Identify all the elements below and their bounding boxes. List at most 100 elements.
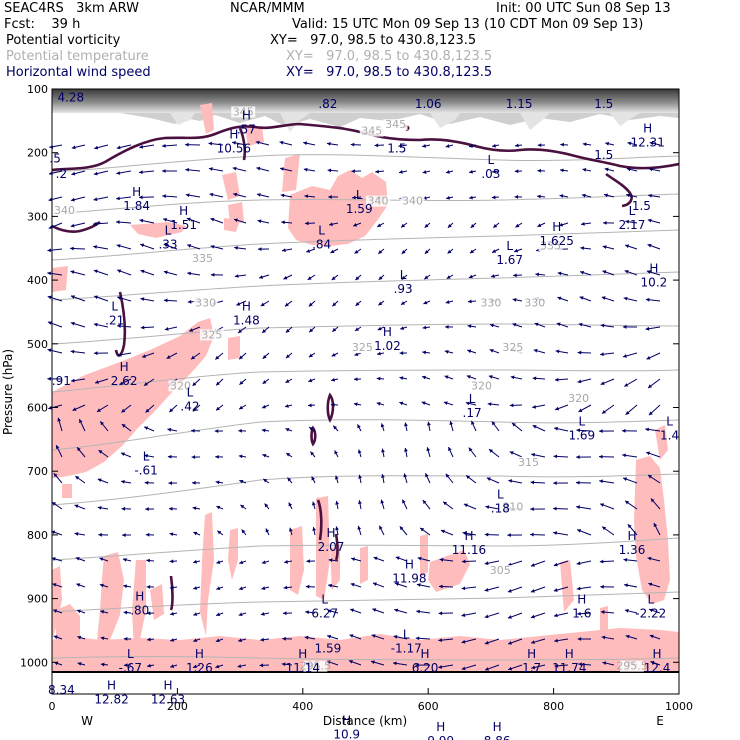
wind-vector-head	[649, 608, 653, 613]
wind-vector-head	[77, 447, 81, 452]
wind-vector-head	[305, 610, 309, 615]
wind-vector-head	[260, 637, 264, 642]
wind-vector-head	[448, 447, 452, 452]
wind-vector-head	[167, 454, 172, 459]
wind-vector-head	[139, 144, 144, 149]
wind-vector-head	[121, 479, 125, 484]
wind-vector-head	[239, 380, 244, 385]
model-title: SEAC4RS 3km ARW	[4, 1, 140, 16]
wind-vector-head	[94, 145, 99, 150]
wind-vector-head	[51, 530, 56, 535]
wind-vector-head	[392, 661, 397, 666]
wind-vector-head	[446, 170, 450, 174]
wind-vector-head	[624, 583, 628, 588]
wind-vector-head	[484, 588, 489, 592]
wind-vector-head	[393, 634, 398, 639]
extremum-value: .33	[158, 237, 177, 251]
wind-vector-head	[461, 613, 466, 617]
wind-vector-head	[350, 142, 355, 147]
wind-vector-head	[554, 377, 559, 382]
wind-vector-head	[47, 348, 52, 353]
extremum-value: .80	[130, 604, 149, 618]
wind-vector-head	[215, 454, 219, 459]
wind-vector-head	[582, 168, 587, 172]
wind-vector-head	[582, 142, 587, 147]
theta-label-bg	[350, 342, 375, 354]
wind-vector-head	[378, 250, 383, 254]
wind-vector-head	[121, 424, 126, 428]
wind-vector-head	[51, 557, 56, 561]
wind-vector-head	[97, 506, 102, 510]
extremum-mark: H	[493, 720, 502, 734]
wind-vectors	[47, 140, 661, 671]
extremum-value: 1.59	[315, 642, 342, 656]
extremum-mark: L	[187, 386, 194, 400]
wind-vector-head	[446, 275, 451, 279]
wind-vector-head	[623, 296, 628, 301]
wind-vector-head	[465, 401, 470, 406]
wind-vector-head	[417, 556, 422, 561]
field-name-wind: Horizontal wind speed	[6, 65, 151, 80]
wind-vector-head	[647, 243, 652, 248]
field-name-pv: Potential vorticity	[6, 33, 121, 48]
wind-vector-head	[208, 167, 213, 171]
wind-vector-head	[422, 170, 427, 174]
wind-vector-head	[287, 477, 292, 482]
wind-vector-head	[262, 453, 267, 458]
wind-vector-head	[283, 585, 288, 590]
extremum-mark: H	[163, 679, 172, 693]
wind-vector-head	[326, 660, 331, 665]
wind-vector-head	[447, 249, 452, 254]
wind-vector-head	[53, 635, 58, 639]
wind-vector-head	[306, 559, 310, 564]
wind-vector-head	[98, 450, 103, 454]
wind-vector-head	[648, 193, 652, 198]
wind-vector-head	[537, 168, 542, 173]
extremum-value: 10.56	[217, 142, 251, 156]
wind-vector-head	[234, 218, 238, 223]
wind-vector-head	[466, 375, 471, 379]
wind-vector-head	[467, 349, 472, 354]
field-name-theta: Potential temperature	[6, 49, 149, 64]
theta-label-bg	[478, 297, 503, 309]
x-axis-ticks: 0 200 400 600 800 1000	[49, 688, 693, 713]
wind-vector-head	[123, 663, 128, 668]
theta-label: 320	[170, 379, 191, 392]
wind-vector-head	[602, 661, 607, 665]
y-tick-label: 300	[27, 210, 48, 223]
wind-vector-head	[493, 223, 498, 228]
wind-vector-head	[239, 355, 244, 360]
wind-vector-head	[328, 558, 333, 563]
wind-vector-head	[120, 452, 125, 457]
theta-label-bg	[231, 106, 256, 118]
theta-label: 315	[518, 456, 539, 469]
wind-vector-head	[438, 611, 443, 616]
extremum-mark: L	[488, 153, 495, 167]
wind-vector-head	[239, 479, 244, 484]
wind-vector-head	[625, 500, 630, 505]
wind-vector-head	[532, 376, 537, 381]
init-time: Init: 00 UTC Sun 08 Sep 13	[496, 1, 671, 16]
wind-vector-head	[381, 448, 385, 453]
wind-vector-head	[461, 639, 466, 644]
wind-vector-head	[370, 660, 375, 665]
wind-vector-head	[449, 421, 454, 425]
wind-vector-head	[140, 297, 145, 301]
theta-label-bg	[488, 565, 513, 577]
wind-vector-head	[259, 275, 264, 279]
wind-vector-head	[648, 411, 653, 416]
wind-vector-head	[599, 559, 604, 564]
extremum-mark: L	[403, 628, 410, 642]
wind-vector-head	[444, 349, 449, 354]
wind-vector-head	[238, 329, 243, 333]
extremum-value: 1.26	[186, 661, 213, 675]
y-tick-label: 800	[27, 529, 48, 542]
wind-vector-head	[167, 427, 172, 432]
wind-vector-head	[424, 249, 429, 254]
wind-vector-head	[600, 323, 605, 328]
wind-vector-head	[463, 503, 468, 508]
wind-vector-head	[281, 220, 285, 225]
extremum-value: 10.9	[333, 728, 360, 740]
extremum-mark: H	[242, 300, 251, 314]
